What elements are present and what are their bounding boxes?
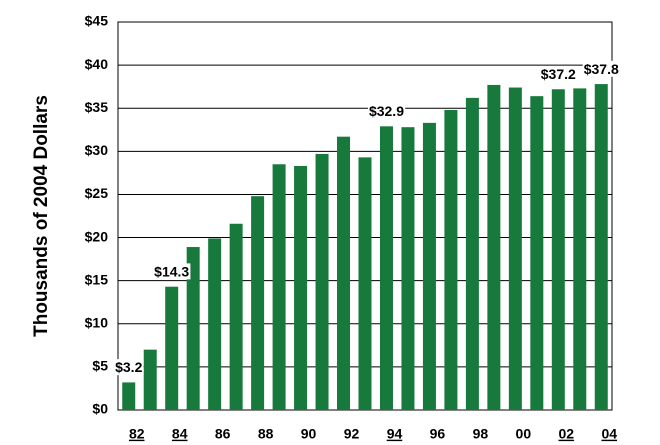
x-tick-label: 88	[258, 426, 274, 442]
bar	[122, 382, 136, 410]
bar	[315, 153, 329, 411]
bar	[465, 97, 479, 411]
value-label: $37.8	[584, 61, 619, 77]
bar	[229, 223, 243, 410]
x-tick-label: 92	[344, 426, 360, 442]
bar	[208, 238, 222, 410]
y-tick-label: $40	[85, 56, 109, 72]
bar	[272, 164, 286, 410]
bar	[508, 87, 522, 410]
bar	[530, 96, 544, 410]
x-tick-label: 96	[430, 426, 446, 442]
value-label-bg	[114, 359, 144, 376]
bar	[401, 127, 415, 411]
x-tick-label: 00	[516, 426, 532, 442]
y-tick-label: $20	[85, 228, 109, 244]
y-tick-label: $5	[92, 358, 108, 374]
bar	[379, 126, 393, 410]
value-label: $32.9	[369, 103, 404, 119]
y-axis-label: Thousands of 2004 Dollars	[31, 95, 52, 337]
y-tick-label: $30	[85, 142, 109, 158]
x-tick-label: 86	[215, 426, 231, 442]
bar	[422, 122, 436, 410]
bar	[358, 157, 372, 410]
bar	[143, 349, 157, 410]
value-label-bg	[153, 263, 191, 280]
x-tick-label: 02	[559, 426, 575, 442]
y-tick-label: $25	[85, 185, 109, 201]
x-tick-label: 94	[387, 426, 403, 442]
x-tick-label: 04	[601, 426, 617, 442]
bar	[251, 196, 265, 410]
bar	[594, 84, 608, 410]
bar	[294, 165, 308, 410]
x-tick-label: 98	[473, 426, 489, 442]
bar	[551, 89, 565, 411]
bar	[487, 84, 501, 410]
bar	[165, 286, 179, 410]
value-label-bg	[539, 65, 578, 82]
bar	[186, 247, 200, 410]
y-tick-label: $0	[92, 401, 108, 417]
x-tick-label: 84	[172, 426, 188, 442]
bar	[337, 136, 351, 411]
y-tick-label: $45	[85, 13, 109, 29]
y-tick-label: $35	[85, 99, 109, 115]
value-label: $37.2	[541, 66, 576, 82]
x-tick-label: 90	[301, 426, 317, 442]
value-label-bg	[582, 60, 620, 77]
bar	[444, 109, 458, 411]
value-label: $14.3	[154, 263, 189, 279]
bar	[573, 88, 587, 410]
value-label: $3.2	[115, 359, 142, 375]
y-tick-label: $10	[85, 314, 109, 330]
value-label-bg	[367, 103, 406, 120]
x-tick-label: 82	[129, 426, 145, 442]
y-tick-label: $15	[85, 271, 109, 287]
